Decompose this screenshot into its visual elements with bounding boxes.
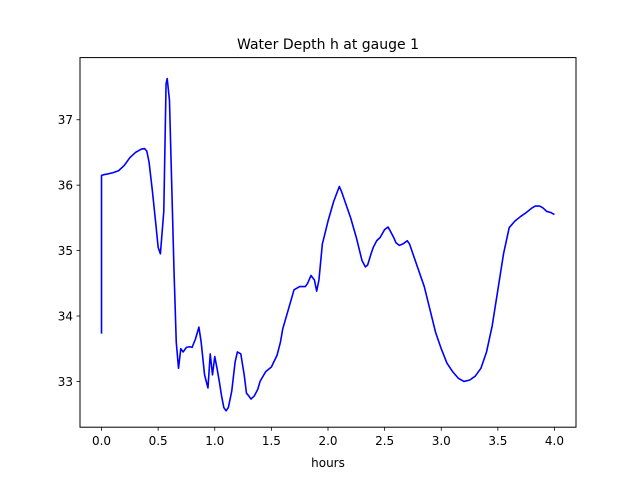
x-tick-label: 1.0 bbox=[205, 434, 224, 448]
y-tick-label: 37 bbox=[58, 113, 73, 127]
x-tick-label: 3.0 bbox=[432, 434, 451, 448]
y-axis: 33 34 35 36 37 bbox=[58, 113, 80, 389]
y-tick-label: 34 bbox=[58, 309, 73, 323]
x-tick-label: 0.5 bbox=[149, 434, 168, 448]
x-tick-label: 0.0 bbox=[92, 434, 111, 448]
x-tick-label: 4.0 bbox=[545, 434, 564, 448]
series-line-0 bbox=[100, 77, 555, 412]
plot-area bbox=[100, 77, 555, 412]
x-tick-label: 2.0 bbox=[318, 434, 337, 448]
x-axis-label: hours bbox=[311, 456, 345, 470]
plot-frame bbox=[79, 57, 577, 428]
x-tick-label: 2.5 bbox=[375, 434, 394, 448]
chart-title: Water Depth h at gauge 1 bbox=[237, 37, 419, 53]
x-tick-label: 3.5 bbox=[488, 434, 507, 448]
y-tick-label: 36 bbox=[58, 179, 73, 193]
x-axis: 0.0 0.5 1.0 1.5 2.0 2.5 3.0 3.5 4.0 bbox=[92, 427, 564, 448]
y-tick-label: 35 bbox=[58, 244, 73, 258]
x-tick-label: 1.5 bbox=[262, 434, 281, 448]
y-tick-label: 33 bbox=[58, 375, 73, 389]
